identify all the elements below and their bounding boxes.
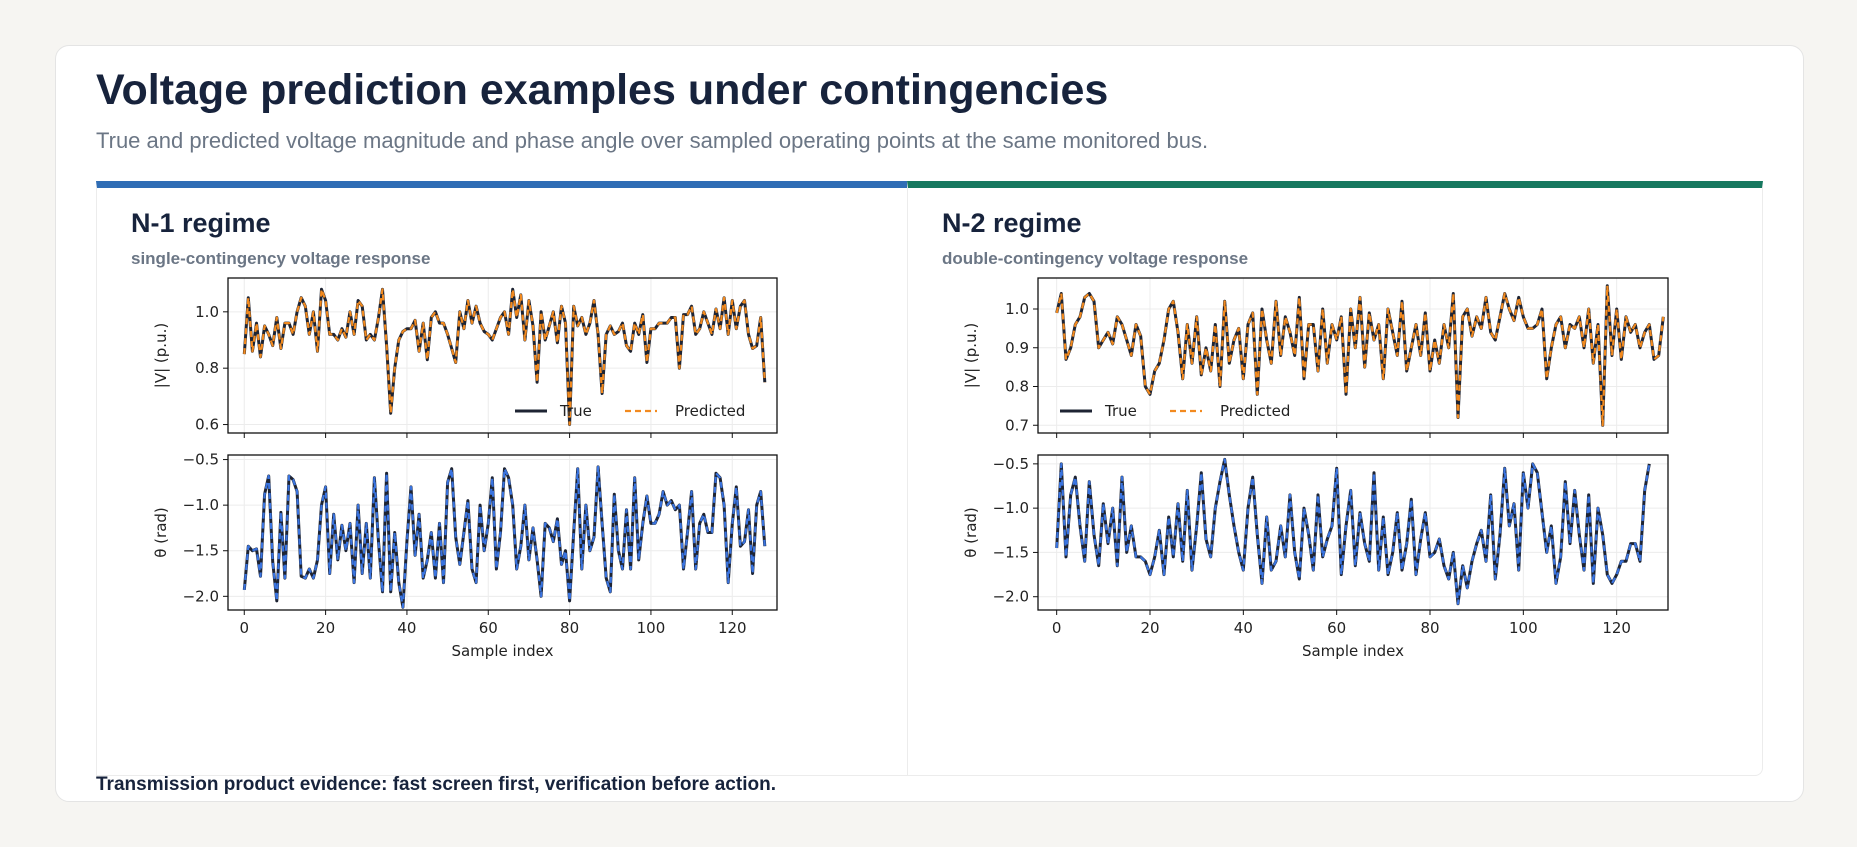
- x-tick-label: 20: [316, 619, 335, 637]
- x-tick-label: 60: [1327, 619, 1346, 637]
- series-line-predicted: [1055, 458, 1651, 605]
- panel-n1: N-1 regime single-contingency voltage re…: [96, 181, 908, 776]
- subplot-magnitude: 0.6 0.8 1.0 |V| (p.u.) True Predicted: [152, 277, 778, 438]
- y-tick-label: 0.6: [195, 416, 219, 434]
- footer-note: Transmission product evidence: fast scre…: [96, 774, 776, 795]
- axes-frame: [1037, 277, 1669, 434]
- y-tick-label: 1.0: [195, 303, 219, 321]
- x-tick-label: 40: [1234, 619, 1253, 637]
- x-axis-label: Sample index: [451, 642, 553, 660]
- x-axis-label: Sample index: [1302, 642, 1404, 660]
- y-tick-label: 0.7: [1005, 416, 1029, 434]
- chart-n2: 0.70.80.91.0|V| (p.u.)True Predicted−2.0−…: [962, 277, 1669, 660]
- y-tick-label: −2.0: [993, 588, 1029, 606]
- legend: True Predicted: [515, 402, 745, 420]
- x-tick-label: 120: [718, 619, 747, 637]
- panel-title: N-1 regime: [131, 208, 271, 238]
- y-tick-label: −1.5: [183, 542, 219, 560]
- x-tick-label: 40: [397, 619, 416, 637]
- x-tick-label: 80: [560, 619, 579, 637]
- subplot-angle: −2.0 −1.5 −1.0 −0.5 0 20 40 60 80 100 120 θ (rad): [152, 451, 778, 637]
- y-tick-label: −0.5: [993, 455, 1029, 473]
- legend-label-true: True: [559, 402, 592, 420]
- x-tick-label: 60: [479, 619, 498, 637]
- y-tick-label: 1.0: [1005, 300, 1029, 318]
- axes-frame: [227, 454, 778, 611]
- y-tick-label: 0.8: [195, 359, 219, 377]
- x-tick-label: 80: [1420, 619, 1439, 637]
- y-tick-label: −2.0: [183, 587, 219, 605]
- panel-subtitle: single-contingency voltage response: [131, 249, 431, 268]
- axes-frame: [1037, 454, 1669, 611]
- series-line-predicted: [1055, 284, 1665, 427]
- legend: True Predicted: [1060, 402, 1290, 420]
- y-tick-label: −1.0: [183, 496, 219, 514]
- legend-label-predicted: Predicted: [675, 402, 745, 420]
- y-tick-label: −1.5: [993, 543, 1029, 561]
- series-line-predicted: [243, 465, 766, 609]
- y-axis-label: θ (rad): [152, 507, 170, 558]
- y-tick-label: −0.5: [183, 451, 219, 469]
- x-tick-label: 100: [637, 619, 666, 637]
- panel-title: N-2 regime: [942, 208, 1082, 238]
- x-tick-label: 0: [239, 619, 249, 637]
- y-tick-label: −1.0: [993, 499, 1029, 517]
- legend-label-true: True: [1104, 402, 1137, 420]
- page-subtitle: True and predicted voltage magnitude and…: [96, 128, 1209, 153]
- x-tick-label: 0: [1052, 619, 1062, 637]
- y-axis-label: |V| (p.u.): [152, 323, 170, 388]
- panel-n2: N-2 regime double-contingency voltage re…: [907, 181, 1763, 776]
- y-tick-label: 0.8: [1005, 378, 1029, 396]
- legend-label-predicted: Predicted: [1220, 402, 1290, 420]
- y-axis-label: θ (rad): [962, 507, 980, 558]
- axes-frame: [227, 277, 778, 434]
- x-tick-label: 120: [1602, 619, 1631, 637]
- x-tick-label: 100: [1509, 619, 1538, 637]
- figure-card: Voltage prediction examples under contin…: [55, 45, 1804, 802]
- panel-subtitle: double-contingency voltage response: [942, 249, 1249, 268]
- y-axis-label: |V| (p.u.): [962, 323, 980, 388]
- subplot-magnitude: 0.7 0.8 0.9 1.0 |V| (p.u.) True Predicted: [962, 277, 1669, 438]
- series-line-predicted: [243, 288, 766, 426]
- page-title: Voltage prediction examples under contin…: [96, 66, 1109, 114]
- x-tick-label: 20: [1140, 619, 1159, 637]
- subplot-angle: −2.0 −1.5 −1.0 −0.5 0 20 40 60 80 100 120 θ (rad): [962, 454, 1669, 637]
- y-tick-label: 0.9: [1005, 339, 1029, 357]
- chart-n1: 0.6 0.8 1.0 |V| (p.u.) True Predicted −2.0 −1.5…: [152, 277, 778, 660]
- series-line-true: [242, 465, 767, 609]
